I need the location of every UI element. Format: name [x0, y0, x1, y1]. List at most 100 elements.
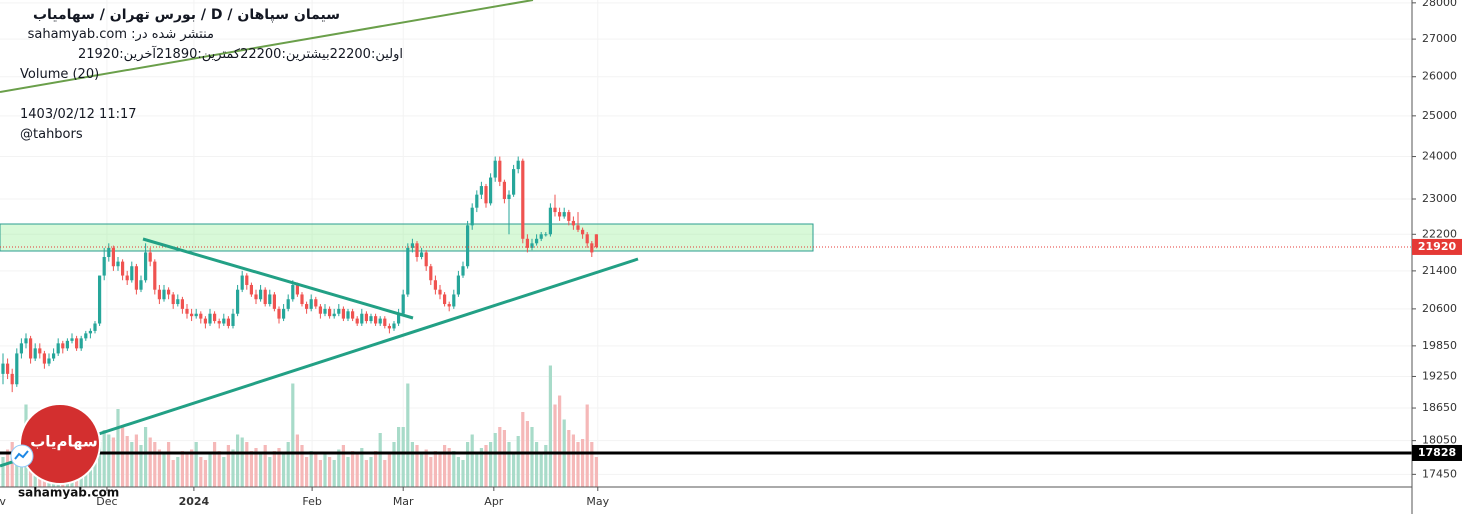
- volume-bar: [272, 451, 276, 487]
- volume-bar: [199, 457, 203, 487]
- volume-bar: [157, 449, 161, 487]
- volume-bar: [203, 460, 207, 487]
- candle-body: [254, 294, 258, 300]
- volume-bar: [249, 451, 253, 487]
- volume-bar: [442, 445, 447, 487]
- candle-body: [516, 160, 520, 170]
- candle-body: [93, 323, 97, 331]
- volume-bar: [378, 433, 382, 487]
- candle-body: [120, 261, 125, 276]
- candle-body: [277, 308, 281, 319]
- volume-bar: [558, 395, 562, 487]
- volume-bar: [452, 451, 456, 487]
- candle-body: [148, 252, 152, 262]
- volume-bar: [97, 442, 102, 487]
- candle-body: [180, 299, 184, 309]
- candle-body: [143, 252, 148, 281]
- candle-body: [139, 280, 143, 290]
- candle-body: [337, 308, 341, 314]
- candle-body: [226, 318, 230, 326]
- volume-bar: [171, 460, 175, 487]
- volume-bar: [143, 427, 148, 487]
- volume-bar: [217, 451, 221, 487]
- candle-body: [42, 353, 46, 364]
- candle-body: [512, 169, 516, 195]
- candle-body: [314, 299, 318, 307]
- x-tick-label: Feb: [302, 495, 321, 508]
- volume-bar: [415, 445, 419, 487]
- volume-bar: [571, 434, 576, 487]
- ohlc-label: کمترین:: [197, 47, 241, 62]
- trend-line: [0, 0, 534, 93]
- candle-body: [15, 353, 19, 385]
- candle-body: [327, 308, 332, 317]
- candle-body: [84, 333, 88, 339]
- datetime: 1403/02/12 11:17: [20, 107, 137, 122]
- candle-body: [535, 238, 539, 244]
- candle-body: [521, 160, 525, 239]
- volume-bar: [286, 442, 290, 487]
- ohlc-value: 22200: [240, 47, 282, 62]
- candle-body: [429, 266, 433, 281]
- candle-body: [383, 318, 387, 326]
- candle-body: [166, 289, 171, 295]
- candle-body: [323, 308, 327, 314]
- volume-bar: [341, 445, 345, 487]
- y-tick-label: 28000: [1422, 0, 1457, 9]
- candle-body: [364, 313, 368, 322]
- candle-body: [493, 160, 497, 178]
- logo-icon: [14, 450, 29, 460]
- candle-body: [19, 343, 23, 354]
- candle-body: [581, 229, 585, 235]
- candle-body: [240, 275, 244, 290]
- candle-body: [24, 338, 28, 344]
- candle-body: [300, 294, 304, 305]
- volume-bar: [116, 409, 120, 487]
- candle-body: [360, 313, 364, 324]
- volume-bar: [456, 457, 460, 487]
- candle-body: [452, 294, 456, 307]
- volume-bar: [544, 445, 548, 487]
- volume-bar: [447, 448, 451, 487]
- chart-title: سیمان سپاهان / D / بورس تهران / سهامیاب: [32, 7, 340, 23]
- candle-body: [590, 243, 594, 253]
- volume-bar: [424, 449, 428, 487]
- volume-bar: [1, 457, 5, 487]
- volume-bar: [212, 442, 217, 487]
- candle-body: [286, 299, 290, 309]
- volume-bar: [189, 449, 194, 487]
- candle-body: [318, 306, 322, 314]
- volume-bar: [153, 442, 157, 487]
- candle-body: [56, 343, 60, 354]
- ohlc-label: بیشترین:: [281, 47, 330, 62]
- volume-bar: [392, 442, 396, 487]
- indicator: Volume (20): [20, 67, 100, 82]
- candle-body: [447, 304, 451, 307]
- candle-body: [61, 343, 65, 349]
- volume-bar: [162, 454, 166, 487]
- volume-bar: [148, 437, 152, 487]
- volume-bar: [479, 448, 484, 487]
- candle-body: [507, 194, 511, 199]
- candle-body: [355, 318, 359, 324]
- volume-bar: [585, 404, 589, 487]
- candle-body: [392, 323, 396, 329]
- candle-body: [576, 225, 580, 230]
- candle-body: [189, 313, 194, 317]
- x-tick-label: 2024: [179, 495, 210, 508]
- candle-body: [70, 338, 74, 341]
- candle-body: [369, 316, 373, 322]
- candle-body: [350, 311, 355, 319]
- candle-body: [438, 289, 442, 295]
- candle-body: [465, 225, 470, 267]
- candle-body: [231, 313, 235, 326]
- volume-bar: [208, 454, 212, 487]
- candle-body: [553, 207, 557, 213]
- volume-bar: [245, 442, 249, 487]
- candle-body: [341, 308, 345, 319]
- volume-bar: [130, 442, 134, 487]
- candle-body: [194, 313, 198, 317]
- volume-bar: [327, 457, 332, 487]
- price-badge-label: 21920: [1418, 240, 1457, 253]
- candle-body: [272, 294, 276, 309]
